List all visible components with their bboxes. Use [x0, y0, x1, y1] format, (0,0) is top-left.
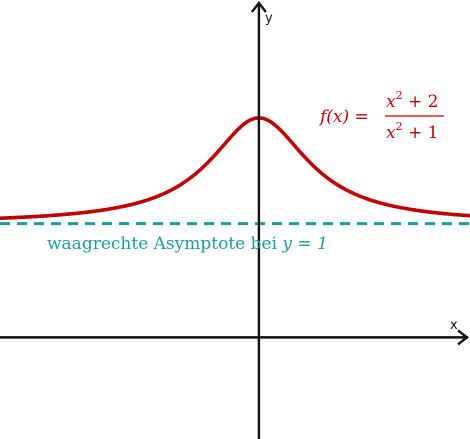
function-formula: f(x) = x2 + 2 x2 + 1 [318, 89, 444, 143]
asymptote-label-text: waagrechte Asymptote bei [47, 234, 282, 254]
formula-numerator-base: x [386, 92, 396, 112]
svg-text:f(x) =: f(x) = [318, 107, 369, 127]
function-curve [0, 116, 470, 221]
asymptote-label-math: y = 1 [281, 234, 327, 254]
x-axis-label: x [450, 318, 458, 333]
svg-text:x2 + 2: x2 + 2 [386, 89, 438, 112]
asymptote-label: waagrechte Asymptote bei y = 1 [47, 234, 328, 254]
formula-numerator-exponent: 2 [396, 89, 403, 102]
y-axis-label: y [265, 11, 273, 26]
formula-denominator-tail: + 1 [403, 123, 439, 143]
formula-lhs: f(x) = [318, 107, 369, 127]
x-axis-arrowhead-icon [457, 329, 469, 346]
formula-numerator-tail: + 2 [403, 92, 439, 112]
y-axis-arrowhead-icon [250, 1, 267, 13]
svg-text:x2 + 1: x2 + 1 [386, 120, 438, 143]
formula-denominator-exponent: 2 [396, 120, 403, 133]
formula-denominator-base: x [386, 123, 396, 143]
